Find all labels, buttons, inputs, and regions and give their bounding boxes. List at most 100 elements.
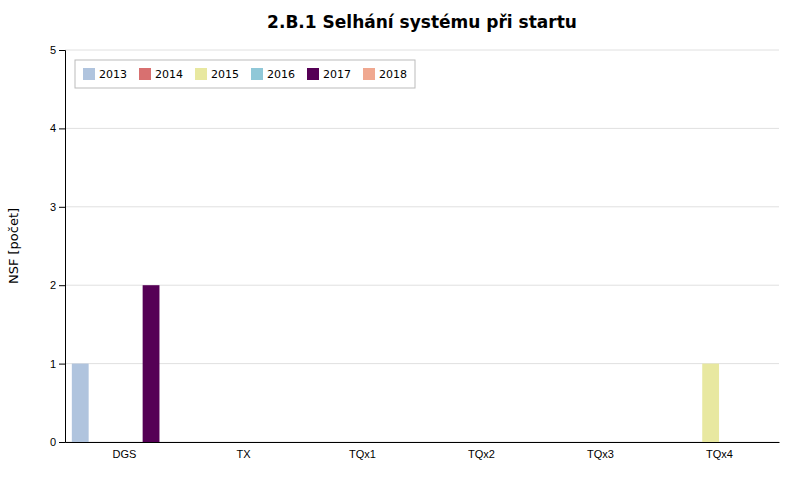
bar (107, 442, 124, 443)
tick: 3 (50, 201, 65, 213)
bar (636, 442, 653, 443)
bar (90, 442, 107, 443)
tick-label: TQx4 (706, 448, 733, 460)
bar (755, 442, 772, 443)
bar (566, 442, 583, 443)
bar (601, 442, 618, 443)
grid-line (65, 206, 779, 207)
tick-label: 2 (50, 279, 56, 291)
bar (464, 442, 481, 443)
tick-label: TQx3 (587, 448, 614, 460)
bar (685, 442, 702, 443)
legend-label: 2017 (323, 68, 351, 81)
legend-item: 2013 (83, 68, 127, 81)
legend-swatch (307, 68, 319, 80)
legend-label: 2014 (155, 68, 183, 81)
legend-box (75, 60, 415, 88)
legend-item: 2015 (195, 68, 239, 81)
bar (209, 442, 226, 443)
bar (381, 442, 398, 443)
legend-item: 2014 (139, 68, 183, 81)
tick: 1 (50, 358, 65, 370)
legend-swatch (83, 68, 95, 80)
tick: TQx4 (706, 448, 733, 460)
bar (345, 442, 362, 443)
tick-label: 4 (50, 122, 56, 134)
legend-swatch (363, 68, 375, 80)
tick-label: DGS (113, 448, 137, 460)
tick-mark (59, 442, 65, 443)
tick-label: TX (236, 448, 251, 460)
bar (143, 285, 160, 442)
title: 2.B.1 Selhání systému při startu (267, 12, 577, 32)
legend-label: 2013 (99, 68, 127, 81)
legend-item: 2016 (251, 68, 295, 81)
legend: 2013 2014 2015 2016 2017 2018 (75, 60, 415, 88)
bar (429, 442, 446, 443)
bar (72, 364, 89, 442)
series (72, 364, 89, 442)
tick: 0 (50, 436, 65, 448)
bar (125, 442, 142, 443)
grid-line (65, 285, 779, 286)
bar (482, 442, 499, 443)
legend-swatch (139, 68, 151, 80)
tick-label: TQx2 (468, 448, 495, 460)
grid-line (65, 128, 779, 129)
tick: TX (236, 448, 251, 460)
bar (363, 442, 380, 443)
legend-item: 2018 (363, 68, 407, 81)
tick-mark (59, 285, 65, 286)
tick-label: 1 (50, 358, 56, 370)
tick-mark (59, 207, 65, 208)
bar (548, 442, 565, 443)
grid (65, 50, 779, 442)
tick-mark (59, 364, 65, 365)
x-axis: DGS TX TQx1 TQx2 TQx3 TQx4 (66, 443, 780, 460)
bar (262, 442, 279, 443)
tick: TQx3 (587, 448, 614, 460)
tick: 2 (50, 279, 65, 291)
bar (517, 442, 534, 443)
y-axis-title: NSF [počet] (6, 208, 21, 284)
tick: 4 (50, 122, 65, 134)
tick-label: TQx1 (349, 448, 376, 460)
y-axis: 0 1 2 3 4 5 (50, 44, 66, 448)
tick: TQx2 (468, 448, 495, 460)
tick-mark (59, 50, 65, 51)
bar (500, 442, 517, 443)
axis-line (66, 442, 780, 443)
bars (72, 285, 719, 442)
bar (667, 442, 684, 443)
bar (720, 442, 737, 443)
bar (328, 442, 345, 443)
bar (191, 442, 208, 443)
tick-label: 3 (50, 201, 56, 213)
tick-label: 5 (50, 44, 56, 56)
axis-line (59, 51, 66, 443)
bar (702, 364, 719, 442)
series (143, 285, 160, 442)
bar (583, 442, 600, 443)
legend-swatch (251, 68, 263, 80)
bar (398, 442, 415, 443)
grid-line (65, 50, 779, 51)
tick: TQx1 (349, 448, 376, 460)
legend-label: 2018 (379, 68, 407, 81)
legend-item: 2017 (307, 68, 351, 81)
grid-line (65, 442, 779, 443)
legend-label: 2015 (211, 68, 239, 81)
legend-swatch (195, 68, 207, 80)
tick: DGS (113, 448, 137, 460)
bar (738, 442, 755, 443)
chart: 012345DGSTXTQx1TQx2TQx3TQx42013201420152… (0, 0, 799, 482)
legend-label: 2016 (267, 68, 295, 81)
bar (226, 442, 243, 443)
bar (279, 442, 296, 443)
plot: 012345DGSTXTQx1TQx2TQx3TQx42013201420152… (50, 44, 780, 460)
tick-label: 0 (50, 436, 56, 448)
bar (244, 442, 261, 443)
grid-line (65, 363, 779, 364)
bar (160, 442, 177, 443)
bar (619, 442, 636, 443)
